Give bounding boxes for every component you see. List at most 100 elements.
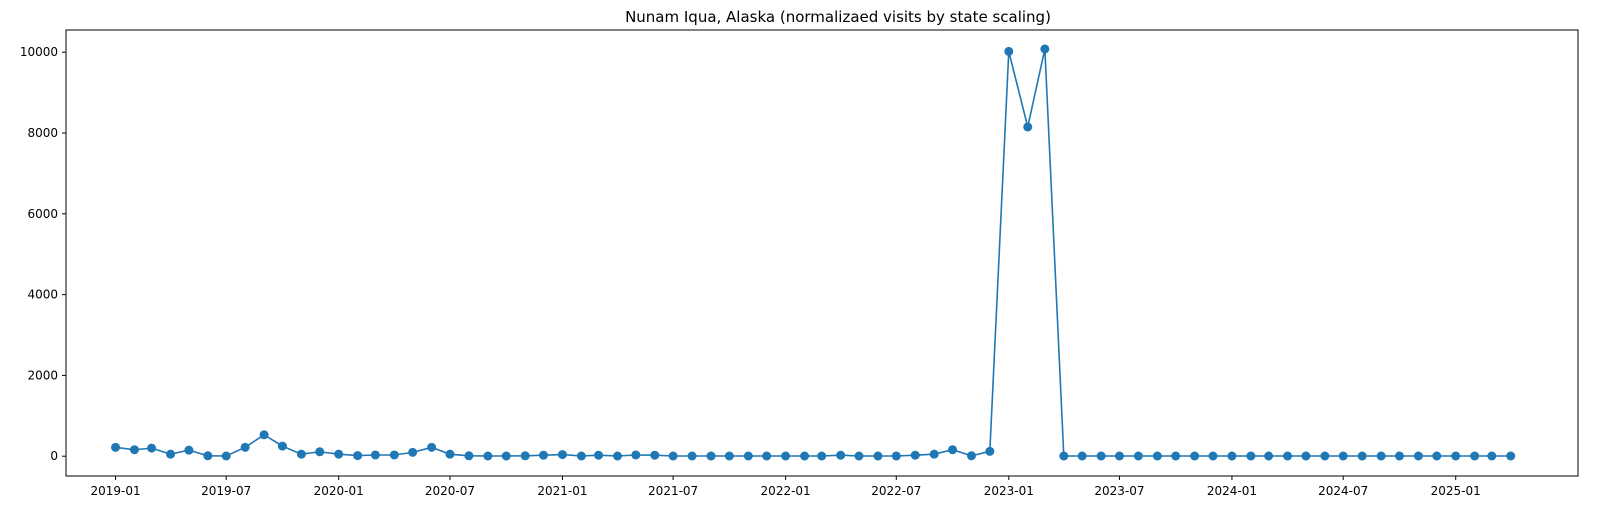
data-point <box>445 449 455 459</box>
data-point <box>817 451 827 461</box>
data-point <box>539 450 549 460</box>
data-point <box>1301 451 1311 461</box>
data-point <box>1338 451 1348 461</box>
data-point <box>221 451 231 461</box>
data-point <box>427 442 437 452</box>
data-point <box>762 451 772 461</box>
data-point <box>277 441 287 451</box>
x-tick-label: 2022-07 <box>871 484 921 498</box>
x-tick-label: 2025-01 <box>1431 484 1481 498</box>
data-point <box>315 447 325 457</box>
data-point <box>1320 451 1330 461</box>
y-tick-label: 4000 <box>27 288 58 302</box>
data-point <box>166 449 176 459</box>
data-point <box>1283 451 1293 461</box>
data-point <box>1394 451 1404 461</box>
data-point <box>781 451 791 461</box>
data-point <box>966 451 976 461</box>
data-point <box>1190 451 1200 461</box>
data-point <box>985 446 995 456</box>
data-point <box>1040 44 1050 54</box>
data-point <box>501 451 511 461</box>
data-point <box>1171 451 1181 461</box>
data-point <box>800 451 810 461</box>
series-line <box>111 44 1516 461</box>
y-axis: 0 2000 4000 6000 8000 10000 <box>20 45 66 463</box>
data-point <box>1487 451 1497 461</box>
data-point <box>650 450 660 460</box>
data-point <box>1432 451 1442 461</box>
data-point <box>1059 451 1069 461</box>
data-point <box>743 451 753 461</box>
chart-title: Nunam Iqua, Alaska (normalizaed visits b… <box>625 8 1051 26</box>
data-point <box>203 451 213 461</box>
data-point <box>1004 46 1014 56</box>
data-point <box>1227 451 1237 461</box>
data-point <box>1096 451 1106 461</box>
y-tick-label: 2000 <box>27 368 58 382</box>
data-point <box>184 445 194 455</box>
data-point <box>1023 122 1033 132</box>
data-point <box>929 449 939 459</box>
data-point <box>891 451 901 461</box>
data-point <box>724 451 734 461</box>
data-point <box>668 451 678 461</box>
y-tick-label: 6000 <box>27 207 58 221</box>
data-point <box>854 451 864 461</box>
data-point <box>1208 451 1218 461</box>
data-point <box>873 451 883 461</box>
data-point <box>706 451 716 461</box>
data-point <box>594 450 604 460</box>
x-tick-label: 2019-01 <box>90 484 140 498</box>
data-point <box>259 430 269 440</box>
x-axis: 2019-01 2019-07 2020-01 2020-07 2021-01 2021-… <box>90 476 1481 498</box>
x-tick-label: 2022-01 <box>761 484 811 498</box>
data-point <box>1246 451 1256 461</box>
data-point <box>1133 451 1143 461</box>
data-point <box>910 450 920 460</box>
x-tick-label: 2021-01 <box>537 484 587 498</box>
data-point <box>464 451 474 461</box>
data-point <box>389 450 399 460</box>
data-point <box>520 451 530 461</box>
x-tick-label: 2020-01 <box>314 484 364 498</box>
data-point <box>147 443 157 453</box>
plot-frame <box>65 29 1579 477</box>
data-point <box>296 449 306 459</box>
data-point <box>370 450 380 460</box>
data-point <box>111 442 121 452</box>
data-point <box>1152 451 1162 461</box>
data-point <box>557 450 567 460</box>
data-point <box>334 449 344 459</box>
data-point <box>1077 451 1087 461</box>
data-point <box>353 451 363 461</box>
data-point <box>483 451 493 461</box>
data-point <box>1413 451 1423 461</box>
data-point <box>1264 451 1274 461</box>
y-tick-label: 8000 <box>27 126 58 140</box>
data-point <box>1376 451 1386 461</box>
data-point <box>948 445 958 455</box>
data-point <box>1114 451 1124 461</box>
data-point <box>240 442 250 452</box>
data-point <box>1357 451 1367 461</box>
data-point <box>1451 451 1461 461</box>
x-tick-label: 2023-07 <box>1094 484 1144 498</box>
x-tick-label: 2021-07 <box>648 484 698 498</box>
data-point <box>129 445 139 455</box>
data-point <box>612 451 622 461</box>
series-path <box>115 48 1511 457</box>
x-tick-label: 2023-01 <box>984 484 1034 498</box>
data-point <box>631 450 641 460</box>
data-point <box>687 451 697 461</box>
y-tick-label: 10000 <box>20 45 58 59</box>
x-tick-label: 2024-01 <box>1207 484 1257 498</box>
x-tick-label: 2024-07 <box>1318 484 1368 498</box>
x-tick-label: 2020-07 <box>425 484 475 498</box>
data-point <box>1470 451 1480 461</box>
data-point <box>836 450 846 460</box>
data-point <box>408 447 418 457</box>
data-point <box>576 451 586 461</box>
data-point <box>1506 451 1516 461</box>
